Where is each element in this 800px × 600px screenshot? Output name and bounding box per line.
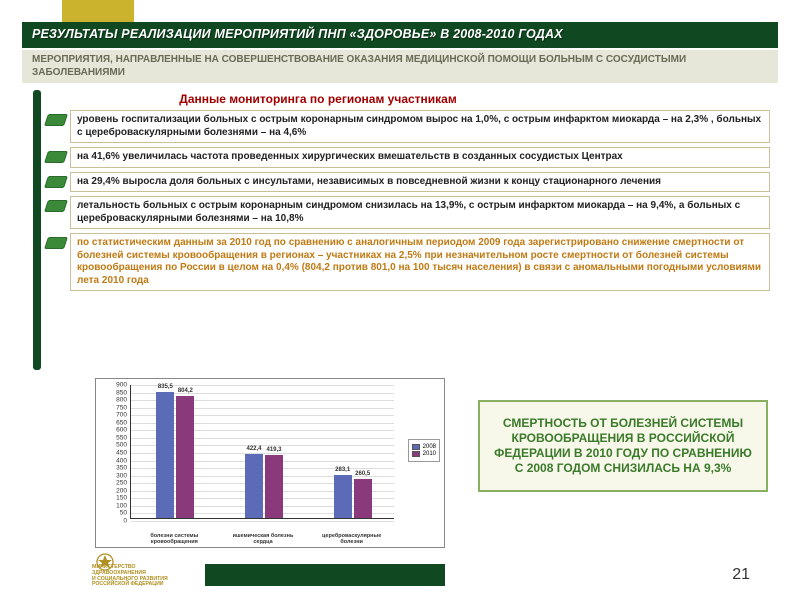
bar-value-label: 422,4 bbox=[246, 446, 261, 452]
bullet-row: на 29,4% выросла доля больных с инсульта… bbox=[46, 172, 770, 193]
y-tick: 50 bbox=[103, 510, 127, 517]
slide-title: РЕЗУЛЬТАТЫ РЕАЛИЗАЦИИ МЕРОПРИЯТИЙ ПНП «З… bbox=[22, 22, 778, 48]
chart-bar bbox=[354, 479, 372, 518]
y-tick: 0 bbox=[103, 518, 127, 525]
bullet-icon bbox=[46, 174, 70, 190]
y-tick: 300 bbox=[103, 472, 127, 479]
x-category-label: ишемическая болезнь сердца bbox=[228, 533, 298, 545]
chart-bar bbox=[245, 454, 263, 518]
y-tick: 200 bbox=[103, 487, 127, 494]
bar-value-label: 260,5 bbox=[355, 471, 370, 477]
page-number: 21 bbox=[732, 566, 750, 584]
bar-value-label: 283,1 bbox=[335, 467, 350, 473]
monitor-header: Данные мониторинга по регионам участника… bbox=[78, 92, 558, 106]
bullet-row: на 41,6% увеличилась частота проведенных… bbox=[46, 147, 770, 168]
y-tick: 550 bbox=[103, 434, 127, 441]
bullet-text: на 29,4% выросла доля больных с инсульта… bbox=[70, 172, 770, 193]
legend-item: 2008 bbox=[412, 444, 436, 450]
y-tick: 250 bbox=[103, 480, 127, 487]
bullet-text: уровень госпитализации больных с острым … bbox=[70, 110, 770, 143]
callout-box: СМЕРТНОСТЬ ОТ БОЛЕЗНЕЙ СИСТЕМЫ КРОВООБРА… bbox=[478, 400, 768, 492]
accent-tab bbox=[62, 0, 134, 22]
y-tick: 900 bbox=[103, 382, 127, 389]
bar-value-label: 804,2 bbox=[178, 388, 193, 394]
y-tick: 150 bbox=[103, 495, 127, 502]
x-category-label: цереброваскулярные болезни bbox=[317, 533, 387, 545]
bullet-row: уровень госпитализации больных с острым … bbox=[46, 110, 770, 143]
y-tick: 850 bbox=[103, 389, 127, 396]
y-tick: 350 bbox=[103, 465, 127, 472]
y-tick: 750 bbox=[103, 404, 127, 411]
bullet-icon bbox=[46, 112, 70, 128]
bar-value-label: 835,5 bbox=[158, 384, 173, 390]
y-tick: 400 bbox=[103, 457, 127, 464]
bullet-icon bbox=[46, 149, 70, 165]
bullet-row: летальность больных с острым коронарным … bbox=[46, 196, 770, 229]
legend-item: 2010 bbox=[412, 451, 436, 457]
chart-bar bbox=[334, 475, 352, 518]
footer-bar bbox=[205, 564, 445, 586]
chart-bar bbox=[176, 396, 194, 518]
y-tick: 650 bbox=[103, 419, 127, 426]
bullet-icon bbox=[46, 198, 70, 214]
chart-bar bbox=[265, 455, 283, 518]
bar-value-label: 419,3 bbox=[266, 447, 281, 453]
chart-legend: 20082010 bbox=[408, 439, 440, 462]
mortality-bar-chart: 0501001502002503003504004505005506006507… bbox=[95, 378, 445, 548]
y-tick: 450 bbox=[103, 450, 127, 457]
bullet-list: уровень госпитализации больных с острым … bbox=[46, 110, 770, 295]
bullet-text: по статистическим данным за 2010 год по … bbox=[70, 233, 770, 291]
y-tick: 100 bbox=[103, 502, 127, 509]
ministry-label: МИНИСТЕРСТВОЗДРАВООХРАНЕНИЯИ СОЦИАЛЬНОГО… bbox=[92, 565, 168, 588]
bullet-row: по статистическим данным за 2010 год по … bbox=[46, 233, 770, 291]
chart-bar bbox=[156, 392, 174, 518]
bullet-text: летальность больных с острым коронарным … bbox=[70, 196, 770, 229]
y-tick: 600 bbox=[103, 427, 127, 434]
y-tick: 500 bbox=[103, 442, 127, 449]
x-category-label: болезни системы кровообращения bbox=[139, 533, 209, 545]
bullet-text: на 41,6% увеличилась частота проведенных… bbox=[70, 147, 770, 168]
slide-subtitle: МЕРОПРИЯТИЯ, НАПРАВЛЕННЫЕ НА СОВЕРШЕНСТВ… bbox=[22, 50, 778, 83]
y-tick: 700 bbox=[103, 412, 127, 419]
vertical-accent-bar bbox=[33, 90, 41, 370]
bullet-icon bbox=[46, 235, 70, 251]
y-tick: 800 bbox=[103, 397, 127, 404]
